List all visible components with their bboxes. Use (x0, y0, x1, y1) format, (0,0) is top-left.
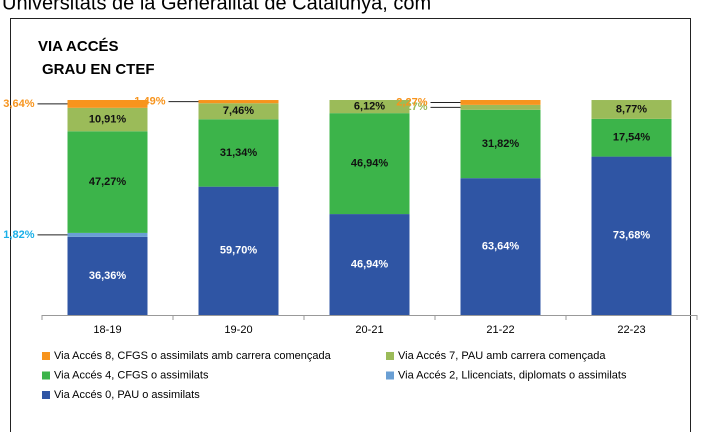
bar-segment (198, 119, 279, 187)
value-label: 2,27% (396, 101, 427, 113)
value-label: 36,36% (89, 270, 127, 282)
value-label: 63,64% (482, 240, 520, 252)
chart-frame (10, 18, 691, 432)
value-label: 8,77% (616, 103, 647, 115)
x-tick-label: 22-23 (617, 324, 645, 336)
bar-segment (591, 100, 672, 119)
legend-label: Via Accés 7, PAU amb carrera començada (398, 350, 606, 362)
value-label: 7,46% (223, 105, 254, 117)
bar-segment (67, 100, 148, 108)
bar-segment (329, 214, 410, 315)
x-tick-label: 18-19 (93, 324, 121, 336)
bar-segment (460, 109, 541, 179)
bar-segment (460, 178, 541, 315)
value-label: 1,49% (134, 96, 165, 108)
value-label: 6,12% (354, 100, 385, 112)
value-label: 47,27% (89, 176, 127, 188)
bar-segment (198, 100, 279, 104)
legend-swatch (42, 352, 50, 360)
legend-swatch (386, 371, 394, 380)
legend-swatch (42, 391, 50, 399)
legend-label: Via Accés 8, CFGS o assimilats amb carre… (54, 350, 332, 362)
bar-segment (460, 104, 541, 110)
bar-segment (67, 232, 148, 237)
value-label: 1,82% (3, 229, 34, 241)
chart-subtitle: GRAU EN CTEF (42, 61, 155, 78)
value-label: 2,27% (396, 96, 427, 108)
bar-segment (67, 131, 148, 233)
value-label: 3,64% (3, 98, 34, 110)
bar-segment (329, 113, 410, 215)
bar-segment (198, 186, 279, 315)
bar-segment (460, 100, 541, 105)
legend-swatch (42, 371, 50, 380)
bar-segment (67, 107, 148, 132)
x-tick-label: 19-20 (224, 324, 252, 336)
value-label: 31,82% (482, 138, 520, 150)
legend-label: Via Accés 4, CFGS o assimilats (54, 369, 209, 381)
bar-segment (591, 156, 672, 315)
value-label: 17,54% (613, 132, 651, 144)
bar-segment (329, 100, 410, 114)
legend-label: Via Accés 2, Llicenciats, diplomats o as… (398, 369, 627, 381)
legend-swatch (386, 352, 394, 360)
legend-label: Via Accés 0, PAU o assimilats (54, 389, 200, 401)
value-label: 73,68% (613, 230, 651, 242)
chart-title: VIA ACCÉS (38, 38, 119, 55)
x-tick-label: 20-21 (355, 324, 383, 336)
value-label: 10,91% (89, 113, 127, 125)
value-label: 46,94% (351, 158, 389, 170)
header-text: Universitats de la Generalitat de Catalu… (2, 0, 431, 14)
bar-segment (198, 103, 279, 120)
value-label: 59,70% (220, 245, 258, 257)
bar-segment (67, 236, 148, 315)
value-label: 46,94% (351, 258, 389, 270)
value-label: 31,34% (220, 147, 258, 159)
x-tick-label: 21-22 (486, 324, 514, 336)
bar-segment (591, 118, 672, 157)
